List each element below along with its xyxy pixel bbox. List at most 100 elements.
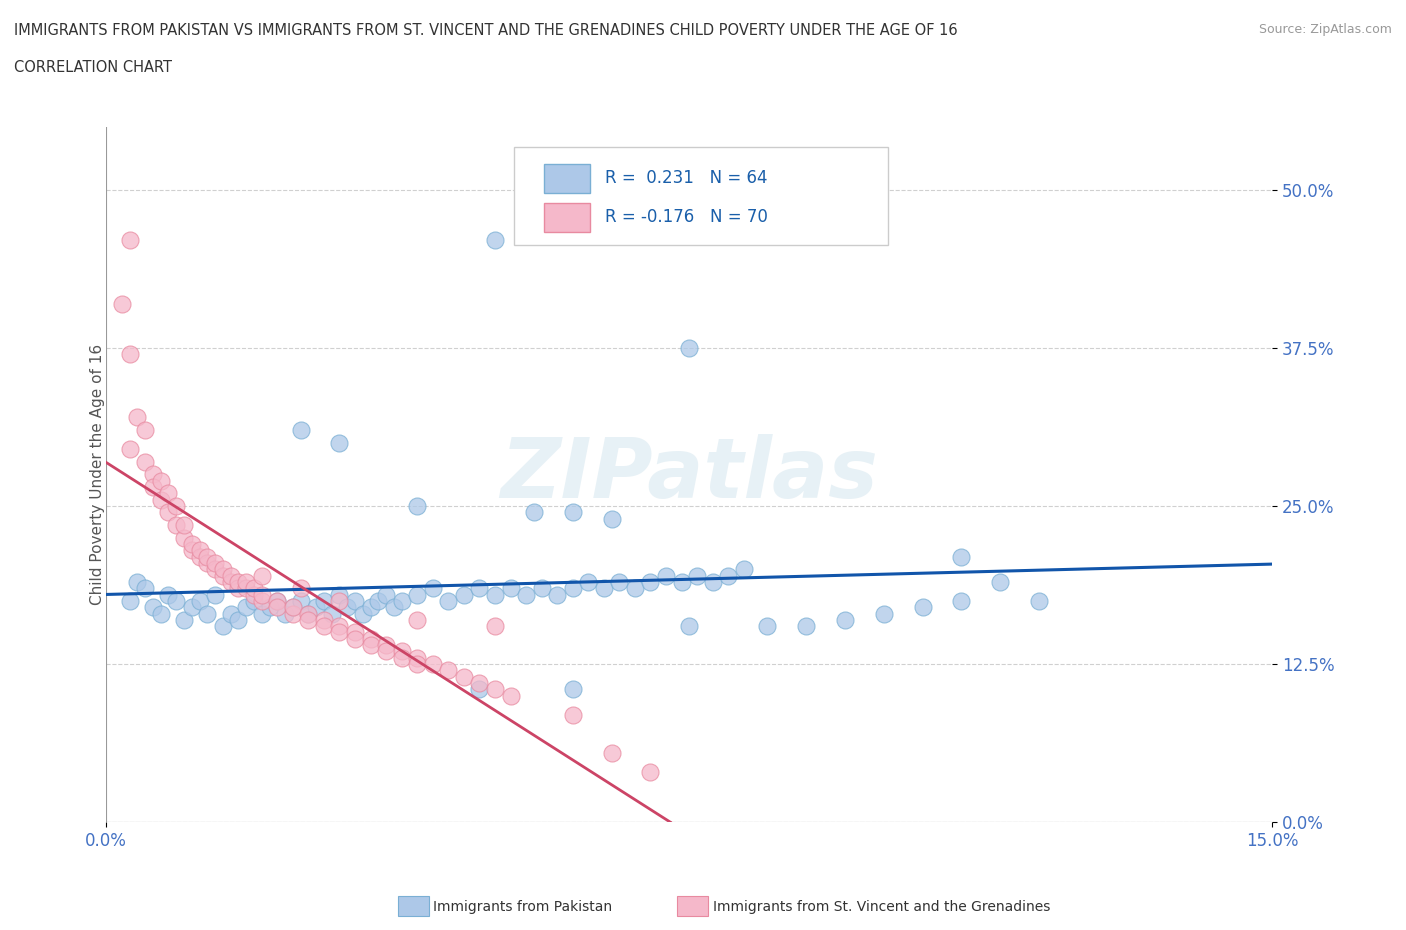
Point [118,442,141,457]
Point [188,593,211,608]
Point [336,600,359,615]
Point [678,618,700,633]
Point [344,593,367,608]
Text: ZIPatlas: ZIPatlas [501,434,879,515]
Y-axis label: Child Poverty Under the Age of 16: Child Poverty Under the Age of 16 [90,344,105,604]
Text: IMMIGRANTS FROM PAKISTAN VS IMMIGRANTS FROM ST. VINCENT AND THE GRENADINES CHILD: IMMIGRANTS FROM PAKISTAN VS IMMIGRANTS F… [14,23,957,38]
Point [375,644,398,658]
Point [321,606,343,621]
Point [530,580,553,595]
Point [235,575,257,590]
Point [523,505,546,520]
Point [422,657,444,671]
Point [142,600,165,615]
Point [127,575,149,590]
Point [297,606,319,621]
Point [328,587,350,602]
Point [111,297,134,312]
Point [235,600,257,615]
Point [195,606,218,621]
Point [250,568,273,583]
Point [561,682,583,697]
Point [250,606,273,621]
Point [484,587,506,602]
Point [686,568,709,583]
Point [911,600,934,615]
Point [312,612,335,627]
Point [118,233,141,248]
Point [733,562,755,577]
Point [600,745,623,760]
Point [243,593,266,608]
Point [950,549,973,564]
Point [406,657,429,671]
Point [499,688,522,703]
Point [149,606,172,621]
Point [188,549,211,564]
Point [561,707,583,722]
Point [134,580,156,595]
Point [328,625,350,640]
Point [204,587,226,602]
Point [453,670,475,684]
Point [624,580,647,595]
FancyBboxPatch shape [544,203,591,232]
Point [561,505,583,520]
Point [406,587,429,602]
Point [165,593,187,608]
Point [243,580,266,595]
Point [671,575,693,590]
Point [437,663,460,678]
Text: Source: ZipAtlas.com: Source: ZipAtlas.com [1258,23,1392,36]
Point [406,498,429,513]
Point [367,593,389,608]
Point [228,575,250,590]
Point [988,575,1011,590]
Point [360,631,382,646]
Point [950,593,973,608]
Point [468,580,491,595]
Point [328,435,350,450]
Point [609,575,631,590]
Point [157,587,180,602]
Point [717,568,740,583]
Point [212,562,235,577]
Point [290,580,312,595]
Point [391,593,413,608]
Point [173,612,195,627]
FancyBboxPatch shape [515,148,887,245]
Point [180,600,202,615]
Point [219,568,242,583]
Point [834,612,856,627]
Point [157,485,180,500]
Point [165,517,187,532]
Point [281,606,304,621]
Point [266,593,288,608]
Point [250,587,273,602]
Point [422,580,444,595]
Point [142,467,165,482]
Point [640,764,662,779]
Point [297,606,319,621]
Point [142,480,165,495]
Text: R =  0.231   N = 64: R = 0.231 N = 64 [606,168,768,187]
Point [375,587,398,602]
Point [1028,593,1050,608]
Point [453,587,475,602]
Point [592,580,614,595]
Point [180,543,202,558]
Point [228,580,250,595]
Point [484,233,506,248]
Point [157,505,180,520]
Point [468,675,491,690]
Text: Immigrants from St. Vincent and the Grenadines: Immigrants from St. Vincent and the Gren… [713,899,1050,914]
Point [212,568,235,583]
Point [235,580,257,595]
Point [195,555,218,570]
Point [515,587,537,602]
Point [375,638,398,653]
Point [274,606,297,621]
Point [312,618,335,633]
Point [702,575,724,590]
Point [219,575,242,590]
